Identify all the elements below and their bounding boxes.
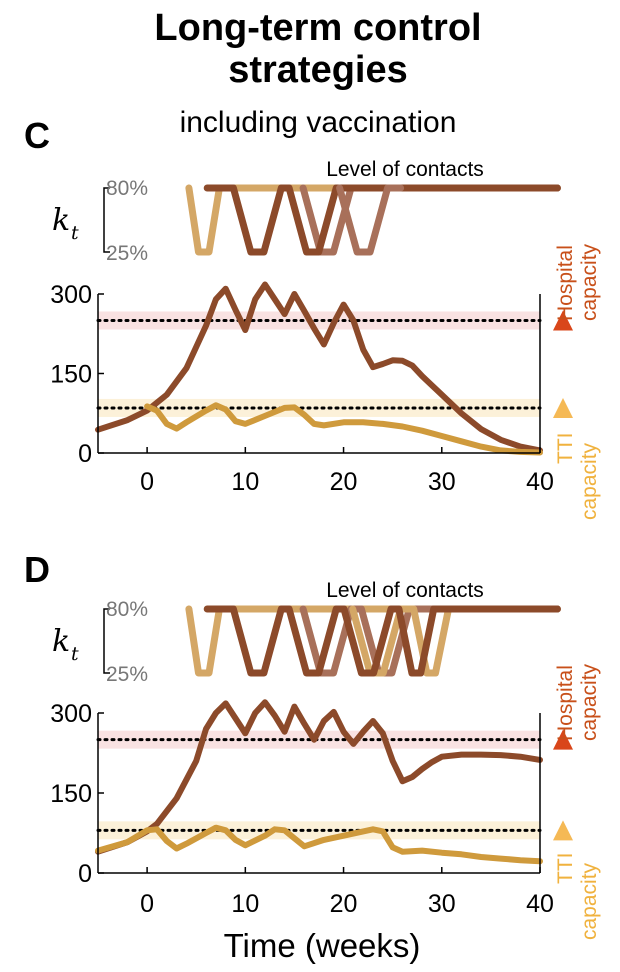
figure-title-line2: strategies (228, 49, 408, 91)
y-tick-label: 300 (50, 281, 92, 309)
y-tick-label: 150 (50, 780, 92, 808)
hospital-capacity-label-line1: Hospital (554, 665, 577, 741)
hospital-capacity-marker (553, 729, 573, 750)
hospital-capacity-label-line2: capacity (578, 243, 601, 321)
hospital-capacity-label-line2: capacity (578, 663, 601, 741)
x-tick-label: 30 (428, 468, 456, 496)
tti-capacity-marker (553, 397, 573, 418)
hospital-capacity-marker (553, 310, 573, 331)
panel-c: C Level of contacts k t 80% 25% 0 150 300 0 10 20 30… (24, 115, 601, 520)
series-line-hospital (95, 699, 543, 855)
tti-capacity-label-line2: capacity (578, 862, 601, 940)
tti-capacity-label: TTIcapacity (554, 433, 601, 521)
contacts-title: Level of contacts (326, 579, 484, 602)
kt-tick-high: 80% (106, 177, 148, 200)
tti-capacity-label: TTIcapacity (554, 853, 601, 941)
kt-subscript: t (71, 222, 79, 244)
y-tick-label: 300 (50, 700, 92, 728)
x-tick-label: 20 (330, 890, 358, 918)
y-tick-label: 0 (78, 860, 92, 888)
x-tick-label: 40 (526, 468, 554, 496)
hospital-capacity-label: Hospitalcapacity (554, 663, 601, 741)
tti-capacity-label-line1: TTI (554, 853, 577, 885)
hospital-capacity-label-line1: Hospital (554, 245, 577, 321)
kt-tick-low: 25% (106, 242, 148, 265)
kt-tick-high: 80% (106, 598, 148, 621)
series-line-tti (144, 402, 543, 456)
kt-tick-low: 25% (106, 663, 148, 686)
y-tick-label: 150 (50, 361, 92, 389)
x-tick-label: 40 (526, 890, 554, 918)
series-line-hospital (95, 281, 543, 454)
kt-label: k (52, 624, 70, 659)
hospital-capacity-label: Hospitalcapacity (554, 243, 601, 321)
kt-line-dark (203, 605, 561, 677)
kt-line-dark (203, 184, 561, 256)
x-tick-label: 0 (140, 890, 154, 918)
kt-line-light (185, 184, 561, 256)
x-tick-label: 10 (231, 890, 259, 918)
x-tick-label: 0 (140, 468, 154, 496)
x-tick-label: 30 (428, 890, 456, 918)
kt-line-light (185, 605, 561, 677)
contacts-title: Level of contacts (326, 158, 484, 181)
x-tick-label: 20 (330, 468, 358, 496)
panel-label: D (24, 549, 50, 590)
hospital-capacity-band (98, 730, 540, 749)
series-line-tti (95, 824, 543, 865)
panel-d: D Level of contacts k t 80% 25% 0 150 300 0 10 20 30… (24, 549, 601, 940)
kt-bracket (103, 608, 110, 674)
y-tick-label: 0 (78, 440, 92, 468)
kt-bracket (103, 187, 110, 253)
figure-subtitle: including vaccination (180, 106, 457, 139)
kt-subscript: t (71, 643, 79, 665)
figure-title-line1: Long-term control (154, 7, 481, 49)
x-tick-label: 10 (231, 468, 259, 496)
tti-capacity-label-line2: capacity (578, 442, 601, 520)
kt-label: k (52, 203, 70, 238)
tti-capacity-marker (553, 820, 573, 841)
tti-capacity-label-line1: TTI (554, 433, 577, 465)
panel-label: C (24, 115, 50, 156)
x-axis-title: Time (weeks) (224, 927, 421, 964)
kt-line-mid2 (336, 184, 405, 256)
